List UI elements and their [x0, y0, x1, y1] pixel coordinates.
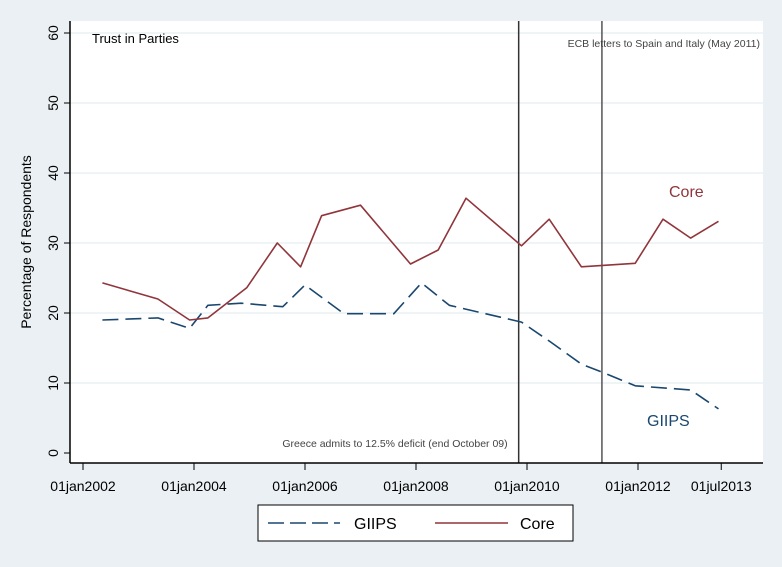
y-tick-label: 60 — [45, 25, 61, 41]
legend-label-giips: GIIPS — [354, 516, 397, 533]
legend-box — [257, 504, 574, 542]
event-lines — [517, 21, 603, 463]
x-tick-label: 01jan2002 — [50, 478, 116, 494]
x-tick-label: 01jan2010 — [494, 478, 560, 494]
series-lines — [102, 197, 719, 410]
legend-label-core: Core — [520, 516, 555, 533]
x-ticks: 01jan2002 01jan2004 01jan2006 01jan2008 01ja… — [50, 463, 752, 494]
y-tick-label: 20 — [45, 305, 61, 321]
series-line-core — [102, 197, 719, 321]
x-tick-label: 01jul2013 — [691, 478, 752, 494]
series-label-giips: GIIPS — [647, 413, 690, 430]
y-ticks: 0 10 20 30 40 50 60 — [45, 25, 70, 457]
y-tick-label: 0 — [45, 449, 61, 457]
x-tick-label: 01jan2008 — [383, 478, 449, 494]
chart-title: Trust in Parties — [92, 31, 179, 46]
annotation-ecb: ECB letters to Spain and Italy (May 2011… — [568, 38, 760, 50]
gridlines — [70, 32, 763, 384]
legend: GIIPS Core — [257, 504, 574, 542]
y-axis-label: Percentage of Respondents — [18, 155, 34, 329]
y-tick-label: 50 — [45, 95, 61, 111]
y-tick-label: 40 — [45, 165, 61, 181]
plot-area — [70, 21, 763, 463]
y-tick-label: 30 — [45, 235, 61, 251]
x-tick-label: 01jan2004 — [161, 478, 227, 494]
series-label-core: Core — [669, 184, 704, 201]
x-tick-label: 01jan2006 — [272, 478, 338, 494]
x-tick-label: 01jan2012 — [605, 478, 671, 494]
annotation-greece: Greece admits to 12.5% deficit (end Octo… — [282, 438, 507, 450]
y-tick-label: 10 — [45, 375, 61, 391]
series-line-giips — [102, 282, 719, 410]
